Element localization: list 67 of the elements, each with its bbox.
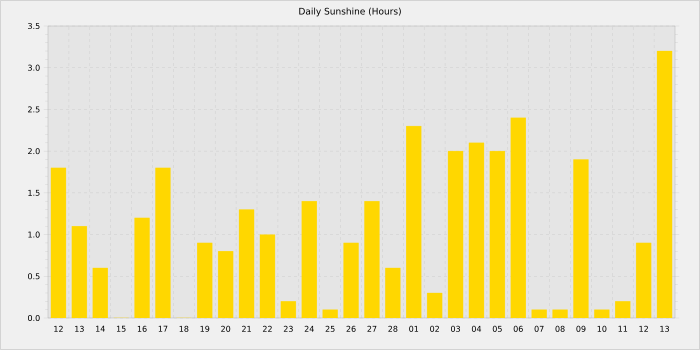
x-tick-label: 03 [451, 326, 460, 332]
chart-title: Daily Sunshine (Hours) [299, 8, 401, 16]
bar [280, 301, 296, 318]
x-tick-label: 18 [180, 326, 188, 332]
y-tick-label: 0.5 [28, 273, 40, 280]
bar [364, 201, 380, 318]
y-tick-label: 3.0 [28, 64, 40, 71]
x-tick-label: 11 [618, 326, 628, 332]
x-tick-label: 13 [660, 326, 670, 332]
bar [532, 310, 547, 318]
x-tick-label: 27 [367, 326, 376, 332]
y-tick-label: 1.0 [28, 232, 40, 238]
y-tick-label: 2.5 [28, 106, 40, 112]
x-tick-label: 10 [598, 326, 606, 332]
x-tick-label: 13 [75, 326, 84, 332]
y-tick-label: 0.0 [28, 314, 40, 322]
x-tick-label: 21 [242, 326, 251, 332]
x-tick-label: 08 [556, 326, 565, 332]
bar [197, 242, 212, 318]
x-tick-label: 17 [158, 326, 168, 332]
x-tick-label: 24 [304, 326, 314, 332]
x-tick-label: 09 [576, 326, 586, 332]
bar [656, 50, 672, 318]
x-tick-label: 07 [534, 326, 544, 332]
x-tick-label: 04 [472, 326, 482, 332]
bar [510, 118, 526, 318]
bar [218, 251, 234, 318]
bar [406, 126, 422, 318]
bar [50, 168, 66, 318]
bar [615, 301, 630, 318]
bar [636, 242, 652, 318]
bar [302, 201, 317, 318]
x-tick-label: 16 [138, 326, 147, 332]
bar [427, 292, 442, 318]
x-tick-label: 14 [96, 326, 105, 332]
x-tick-label: 26 [346, 326, 356, 332]
bar [238, 209, 254, 318]
x-tick-label: 20 [221, 326, 230, 332]
y-tick-label: 3.5 [28, 22, 40, 30]
bar [134, 218, 150, 318]
x-tick-label: 15 [116, 326, 126, 332]
x-tick-label: 12 [639, 326, 648, 332]
bar [448, 150, 464, 318]
x-tick-label: 22 [262, 326, 272, 332]
x-tick-label: 12 [54, 326, 63, 332]
bar [155, 168, 171, 318]
bar [468, 142, 484, 318]
bar [260, 234, 276, 318]
bar [92, 268, 108, 318]
x-tick-label: 06 [514, 326, 523, 332]
bar [343, 242, 359, 318]
x-tick-label: 28 [388, 326, 398, 332]
y-tick-label: 2.0 [28, 148, 40, 154]
x-tick-label: 19 [200, 326, 210, 332]
x-tick-label: 01 [409, 326, 418, 332]
bar [72, 226, 87, 318]
bar [490, 150, 506, 318]
bar [594, 310, 610, 318]
x-tick-label: 25 [326, 326, 335, 332]
bar [385, 268, 401, 318]
x-tick-label: 23 [284, 326, 293, 332]
bar [573, 159, 589, 318]
x-tick-label: 02 [430, 326, 439, 332]
y-tick-label: 1.5 [28, 190, 40, 196]
bar [552, 310, 568, 318]
x-tick-label: 05 [492, 326, 502, 332]
bar [322, 310, 338, 318]
